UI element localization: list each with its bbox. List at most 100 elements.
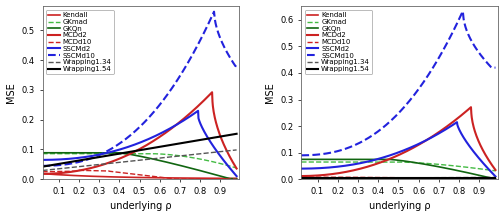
MCDd10 bbox=[40, 170, 46, 173]
MCDd10 bbox=[458, 177, 464, 180]
GKmad bbox=[144, 152, 150, 155]
MCDd2 bbox=[234, 167, 239, 170]
SSCMd10 bbox=[132, 130, 138, 133]
MCDd10 bbox=[76, 169, 82, 172]
Line: Wrapping1.34: Wrapping1.34 bbox=[302, 177, 496, 178]
Line: GKQn: GKQn bbox=[42, 153, 236, 179]
SSCMd2 bbox=[454, 121, 460, 124]
Line: SSCMd2: SSCMd2 bbox=[42, 111, 236, 176]
GKmad bbox=[229, 165, 235, 168]
Wrapping1.54 bbox=[488, 177, 494, 180]
Line: GKmad: GKmad bbox=[302, 162, 496, 171]
GKmad bbox=[198, 158, 204, 161]
MCDd2 bbox=[144, 143, 150, 146]
Wrapping1.54 bbox=[404, 177, 409, 180]
GKQn bbox=[155, 159, 161, 161]
MCDd10 bbox=[414, 177, 420, 179]
Kendall bbox=[155, 176, 161, 179]
Wrapping1.54 bbox=[298, 177, 304, 180]
SSCMd2 bbox=[199, 126, 205, 129]
GKQn bbox=[230, 177, 235, 180]
Wrapping1.34 bbox=[414, 176, 420, 179]
SSCMd10 bbox=[458, 15, 464, 17]
Line: SSCMd10: SSCMd10 bbox=[302, 11, 496, 155]
GKQn bbox=[492, 178, 498, 180]
MCDd2 bbox=[230, 160, 235, 163]
GKmad bbox=[492, 170, 498, 172]
Wrapping1.54 bbox=[229, 133, 235, 136]
SSCMd2 bbox=[40, 159, 46, 161]
MCDd10 bbox=[392, 176, 398, 179]
Wrapping1.54 bbox=[155, 146, 161, 148]
SSCMd10 bbox=[460, 10, 466, 13]
Wrapping1.34 bbox=[404, 176, 409, 179]
Wrapping1.54 bbox=[133, 149, 139, 152]
SSCMd10 bbox=[230, 60, 235, 63]
MCDd2 bbox=[468, 106, 474, 108]
Wrapping1.54 bbox=[40, 165, 46, 168]
GKmad bbox=[40, 152, 46, 155]
Wrapping1.34 bbox=[390, 176, 396, 179]
GKQn bbox=[492, 178, 498, 180]
GKQn bbox=[390, 159, 396, 161]
MCDd2 bbox=[133, 150, 139, 152]
GKQn bbox=[488, 177, 494, 179]
Y-axis label: MSE: MSE bbox=[265, 83, 275, 103]
SSCMd2 bbox=[195, 110, 201, 112]
GKQn bbox=[227, 177, 233, 180]
Kendall bbox=[392, 177, 398, 180]
SSCMd2 bbox=[132, 143, 138, 146]
Wrapping1.34 bbox=[492, 176, 498, 179]
SSCMd10 bbox=[298, 154, 304, 157]
GKmad bbox=[155, 152, 161, 155]
MCDd10 bbox=[156, 176, 162, 178]
Wrapping1.54 bbox=[392, 177, 398, 180]
Wrapping1.54 bbox=[144, 148, 150, 150]
Wrapping1.34 bbox=[234, 149, 239, 151]
GKQn bbox=[234, 177, 239, 180]
Line: SSCMd10: SSCMd10 bbox=[42, 12, 236, 166]
Kendall bbox=[298, 176, 304, 179]
Line: MCDd2: MCDd2 bbox=[42, 92, 236, 174]
SSCMd10 bbox=[392, 116, 398, 118]
GKQn bbox=[132, 154, 138, 157]
SSCMd2 bbox=[155, 133, 161, 136]
Kendall bbox=[488, 178, 494, 180]
SSCMd10 bbox=[492, 66, 498, 69]
SSCMd10 bbox=[198, 36, 204, 39]
MCDd10 bbox=[132, 173, 138, 176]
Wrapping1.54 bbox=[492, 177, 498, 180]
GKmad bbox=[298, 161, 304, 163]
Line: MCDd2: MCDd2 bbox=[302, 107, 496, 176]
Kendall bbox=[234, 177, 239, 180]
Wrapping1.34 bbox=[229, 149, 235, 152]
SSCMd10 bbox=[234, 65, 239, 67]
Wrapping1.54 bbox=[414, 177, 420, 180]
Kendall bbox=[40, 172, 46, 175]
SSCMd10 bbox=[390, 117, 396, 119]
Line: Wrapping1.34: Wrapping1.34 bbox=[42, 150, 236, 170]
SSCMd10 bbox=[155, 106, 161, 108]
SSCMd2 bbox=[144, 138, 150, 141]
Line: GKQn: GKQn bbox=[302, 159, 496, 179]
Wrapping1.34 bbox=[132, 159, 138, 162]
SSCMd10 bbox=[488, 66, 494, 69]
SSCMd2 bbox=[390, 153, 396, 156]
MCDd2 bbox=[298, 175, 304, 177]
Kendall bbox=[458, 178, 464, 180]
Wrapping1.34 bbox=[144, 158, 150, 161]
MCDd10 bbox=[172, 178, 178, 180]
Kendall bbox=[390, 177, 396, 180]
GKmad bbox=[458, 165, 464, 168]
GKmad bbox=[392, 161, 398, 163]
Wrapping1.54 bbox=[198, 138, 204, 141]
MCDd10 bbox=[492, 178, 498, 180]
SSCMd2 bbox=[404, 148, 409, 151]
Wrapping1.34 bbox=[198, 152, 204, 155]
SSCMd2 bbox=[488, 171, 494, 173]
Wrapping1.54 bbox=[234, 132, 239, 135]
GKQn bbox=[198, 170, 204, 172]
Wrapping1.34 bbox=[392, 176, 398, 179]
MCDd10 bbox=[486, 178, 492, 180]
SSCMd10 bbox=[211, 10, 217, 13]
